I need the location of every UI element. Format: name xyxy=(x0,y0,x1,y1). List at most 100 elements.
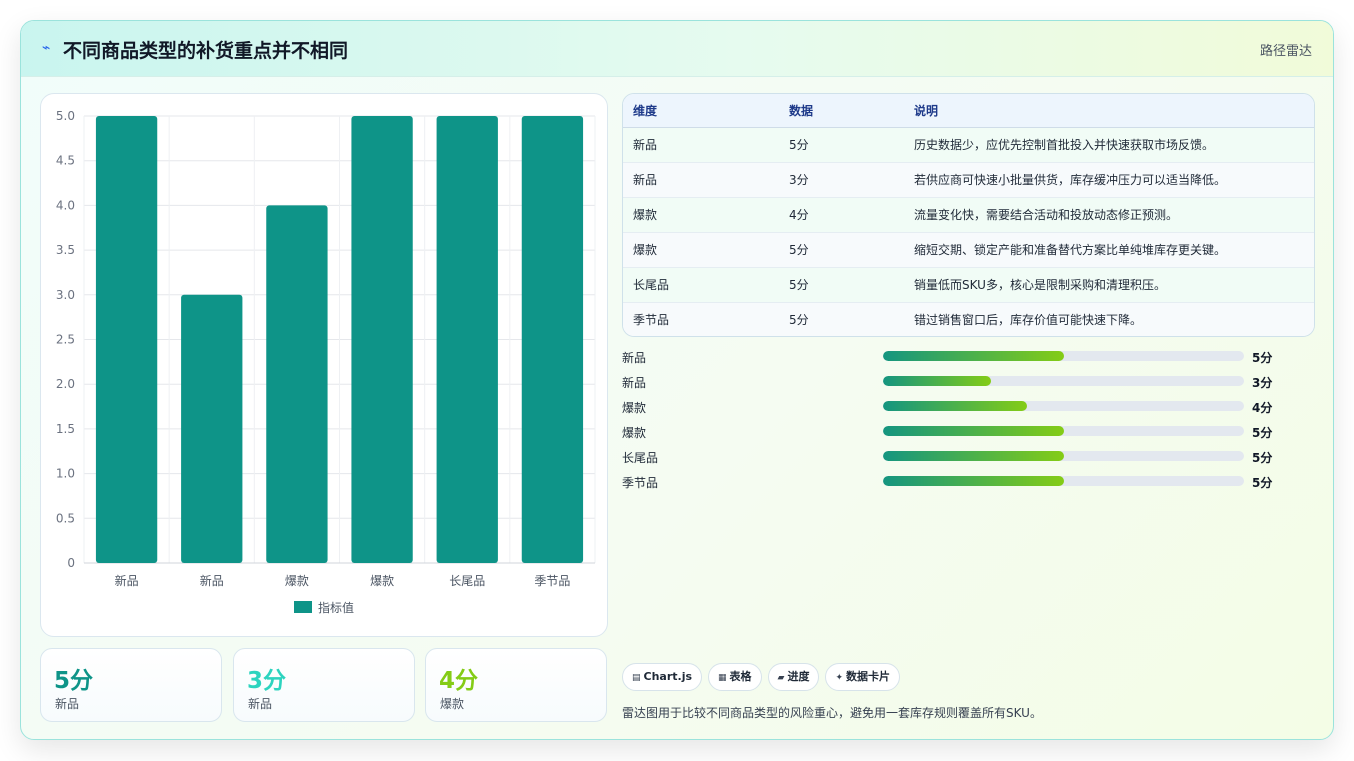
chip-label: 表格 xyxy=(729,670,752,683)
cell-dimension: 长尾品 xyxy=(633,278,670,292)
table-row: 爆款 5分 缩短交期、锁定产能和准备替代方案比单纯堆库存更关键。 xyxy=(623,232,1314,267)
cell-dimension: 爆款 xyxy=(633,243,658,257)
table-row: 长尾品 5分 销量低而SKU多，核心是限制采购和清理积压。 xyxy=(623,267,1314,302)
progress-fill xyxy=(883,426,1064,436)
table-row: 新品 3分 若供应商可快速小批量供货，库存缓冲压力可以适当降低。 xyxy=(623,162,1314,197)
cell-description: 历史数据少，应优先控制首批投入并快速获取市场反馈。 xyxy=(914,138,1215,152)
nav-link-path-radar[interactable]: 路径雷达 xyxy=(1259,44,1312,59)
y-tick-label: 0 xyxy=(67,556,75,570)
y-tick-label: 2.5 xyxy=(56,333,75,347)
table-row: 季节品 5分 错过销售窗口后，库存价值可能快速下降。 xyxy=(623,302,1314,336)
progress-fill xyxy=(883,451,1064,461)
cell-data: 5分 xyxy=(789,278,809,292)
x-tick-label: 长尾品 xyxy=(449,574,485,588)
progress-fill xyxy=(883,401,1028,411)
y-tick-label: 5.0 xyxy=(56,109,75,123)
table-row: 爆款 4分 流量变化快，需要结合活动和投放动态修正预测。 xyxy=(623,197,1314,232)
progress-label: 爆款 xyxy=(622,401,647,415)
y-tick-label: 4.5 xyxy=(56,154,75,168)
chip-table[interactable]: ▦ 表格 xyxy=(708,663,762,691)
bar xyxy=(436,116,498,563)
cell-dimension: 爆款 xyxy=(633,208,658,222)
progress-label: 新品 xyxy=(622,376,647,390)
x-tick-label: 新品 xyxy=(115,573,139,588)
x-tick-label: 爆款 xyxy=(370,574,394,588)
legend-label: 指标值 xyxy=(318,600,354,615)
column-header-description: 说明 xyxy=(914,94,1314,128)
lightning-icon: ⌁ xyxy=(42,40,51,56)
chip-label: 进度 xyxy=(787,670,810,683)
chip-chartjs[interactable]: ▤ Chart.js xyxy=(622,663,703,691)
progress-value: 4分 xyxy=(1252,401,1273,415)
bar xyxy=(351,116,413,563)
progress-row: 爆款 5分 xyxy=(622,421,1315,441)
table-icon: ▦ xyxy=(718,673,727,683)
progress-track xyxy=(883,476,1244,486)
cell-description: 缩短交期、锁定产能和准备替代方案比单纯堆库存更关键。 xyxy=(914,243,1227,257)
cell-description: 错过销售窗口后，库存价值可能快速下降。 xyxy=(914,313,1143,328)
footnote-text: 雷达图用于比较不同商品类型的风险重心，避免用一套库存规则覆盖所有SKU。 xyxy=(622,706,1042,720)
progress-track xyxy=(883,401,1244,411)
progress-label: 爆款 xyxy=(622,426,647,440)
progress-fill xyxy=(883,351,1064,361)
cell-data: 5分 xyxy=(789,138,809,152)
progress-row: 新品 5分 xyxy=(622,346,1315,366)
cell-dimension: 新品 xyxy=(633,173,658,187)
cell-description: 流量变化快，需要结合活动和投放动态修正预测。 xyxy=(914,208,1179,222)
progress-value: 5分 xyxy=(1252,351,1273,365)
stat-value: 5分 xyxy=(54,668,94,694)
chip-progress[interactable]: ▰ 进度 xyxy=(767,663,820,691)
cell-data: 4分 xyxy=(789,208,809,222)
stat-label: 新品 xyxy=(248,697,273,711)
cell-data: 3分 xyxy=(789,173,809,187)
chip-data-card[interactable]: ✦ 数据卡片 xyxy=(825,663,901,691)
x-tick-label: 爆款 xyxy=(285,574,309,588)
data-table: 维度 数据 说明 新品 5分 历史数据少，应优先控制首批投入并快速获取市场反馈。… xyxy=(622,93,1315,337)
chart-icon: ▤ xyxy=(632,673,641,683)
progress-row: 长尾品 5分 xyxy=(622,446,1315,466)
y-tick-label: 1.5 xyxy=(56,422,75,436)
x-tick-label: 新品 xyxy=(200,573,224,588)
progress-value: 5分 xyxy=(1252,476,1273,490)
dashboard-card: ⌁ 不同商品类型的补货重点并不相同 路径雷达 0 0.5 1.0 1.5 2.0 2.5 3… xyxy=(20,20,1334,740)
stat-card: 4分 爆款 xyxy=(425,648,607,722)
progress-label: 季节品 xyxy=(622,476,659,490)
progress-value: 5分 xyxy=(1252,451,1273,465)
progress-value: 5分 xyxy=(1252,426,1273,440)
chip-label: 数据卡片 xyxy=(846,670,891,683)
y-tick-label: 3.0 xyxy=(56,288,75,302)
stat-label: 新品 xyxy=(55,697,80,711)
y-tick-label: 2.0 xyxy=(56,377,75,391)
progress-icon: ▰ xyxy=(777,673,785,683)
stat-value: 4分 xyxy=(439,668,479,694)
progress-track xyxy=(883,451,1244,461)
progress-track xyxy=(883,376,1244,386)
cell-description: 销量低而SKU多，核心是限制采购和清理积压。 xyxy=(914,278,1166,292)
cell-data: 5分 xyxy=(789,243,809,257)
progress-row: 爆款 4分 xyxy=(622,396,1315,416)
progress-fill xyxy=(883,476,1064,486)
progress-fill xyxy=(883,376,992,386)
y-tick-label: 4.0 xyxy=(56,198,75,212)
bar xyxy=(95,116,158,563)
cell-dimension: 新品 xyxy=(633,138,658,152)
progress-track xyxy=(883,351,1244,361)
y-tick-label: 3.5 xyxy=(56,243,75,257)
stat-label: 爆款 xyxy=(440,697,465,711)
table-row: 新品 5分 历史数据少，应优先控制首批投入并快速获取市场反馈。 xyxy=(623,127,1314,162)
progress-track xyxy=(883,426,1244,436)
y-tick-label: 0.5 xyxy=(56,511,75,525)
progress-row: 新品 3分 xyxy=(622,371,1315,391)
bar xyxy=(181,294,243,563)
cell-dimension: 季节品 xyxy=(633,313,670,328)
bar xyxy=(266,205,328,563)
progress-label: 新品 xyxy=(622,351,647,365)
stat-card: 5分 新品 xyxy=(40,648,222,722)
sparkle-icon: ✦ xyxy=(835,673,844,683)
bar-chart: 0 0.5 1.0 1.5 2.0 2.5 3.0 3.5 4.0 4.5 5.0 新品 新品 爆款 爆款 长… xyxy=(56,109,596,615)
header-bar: ⌁ 不同商品类型的补货重点并不相同 路径雷达 xyxy=(21,21,1333,77)
progress-row: 季节品 5分 xyxy=(622,471,1315,491)
stat-card: 3分 新品 xyxy=(233,648,415,722)
cell-description: 若供应商可快速小批量供货，库存缓冲压力可以适当降低。 xyxy=(914,173,1227,187)
bar xyxy=(521,116,584,563)
